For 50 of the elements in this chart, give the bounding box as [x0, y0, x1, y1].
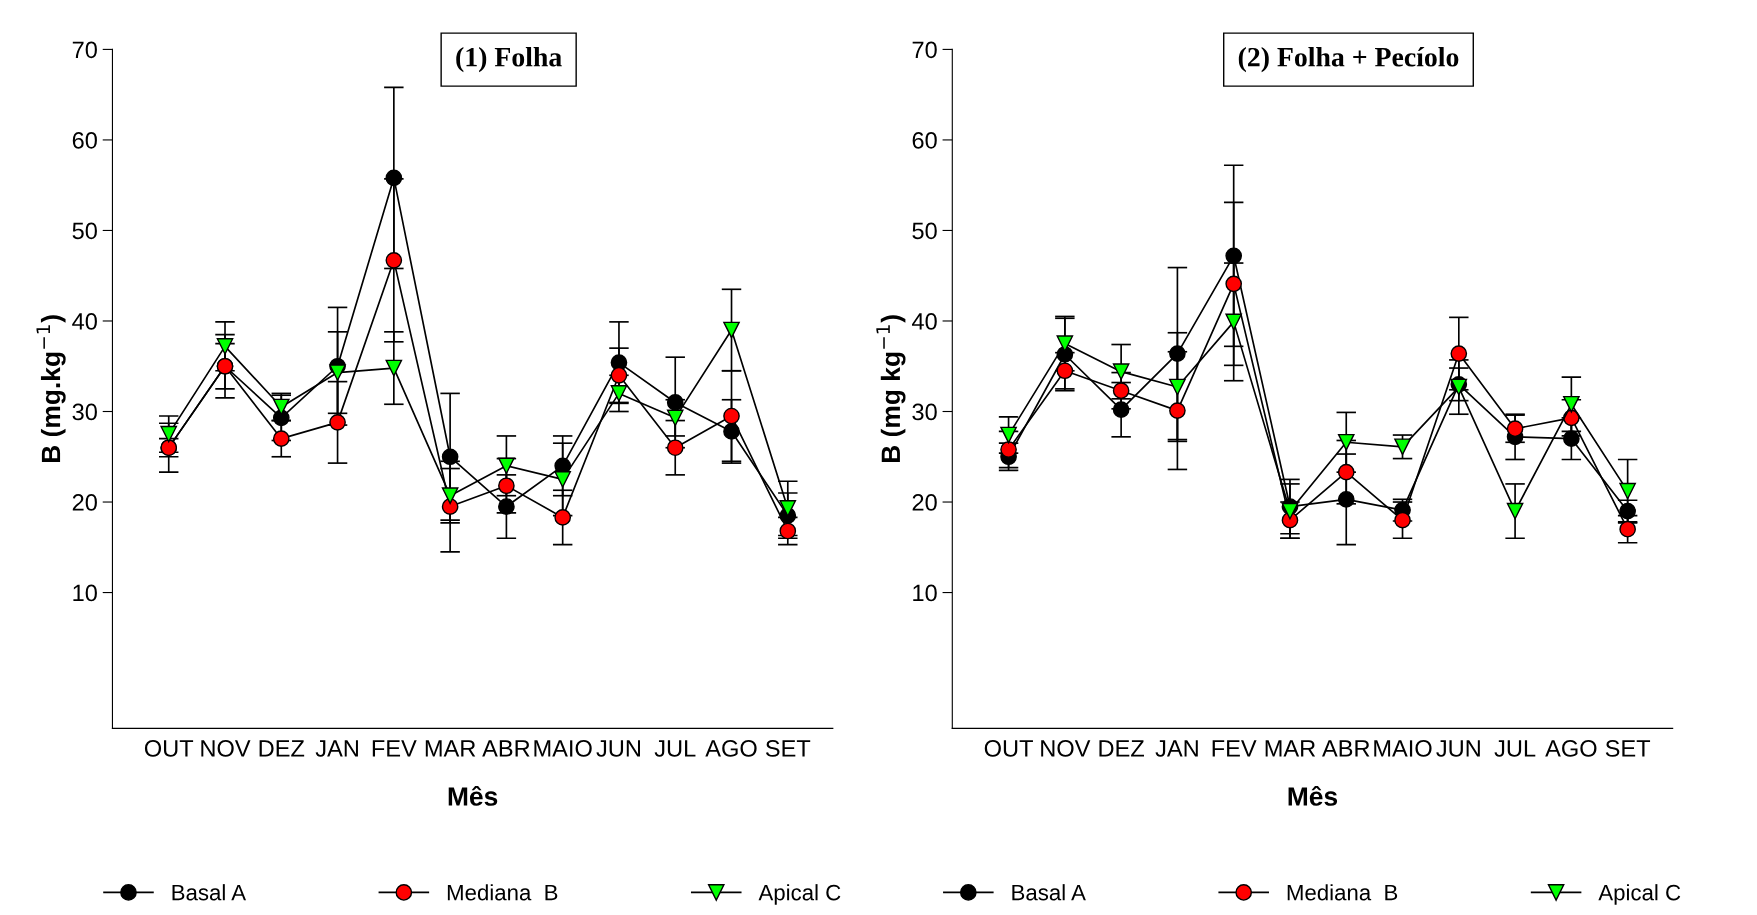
y-tick-label: 60	[912, 132, 937, 149]
y-tick-label: 20	[912, 494, 937, 511]
legend-label: Mediana B	[447, 884, 558, 901]
y-tick-label: 40	[911, 313, 937, 330]
legend-label: Basal A	[1012, 884, 1086, 901]
y-axis-title: B (mg.kg$^{−1}$)	[36, 315, 66, 463]
x-tick-label: MAR	[1265, 740, 1316, 757]
x-tick-label: DEZ	[259, 740, 305, 757]
x-tick-label: FEV	[1212, 740, 1257, 757]
x-tick-label: MAIO	[1374, 740, 1432, 757]
chart-title: (1) Folha	[456, 47, 562, 73]
x-tick-label: ABR	[1322, 740, 1370, 757]
chart-title: (2) Folha + Pecíolo	[1238, 46, 1459, 73]
x-tick-label: SET	[1605, 740, 1651, 757]
x-tick-label: ABR	[482, 740, 530, 757]
x-tick-label: JAN	[315, 740, 358, 757]
x-tick-label: FEV	[372, 740, 417, 757]
x-tick-label: JUL	[1494, 740, 1536, 757]
y-axis-title: B (mg kg$^{−1}$)	[876, 315, 906, 463]
x-tick-label: JUN	[596, 740, 640, 757]
y-tick-label: 70	[72, 41, 97, 59]
y-tick-label: 50	[72, 222, 97, 240]
x-tick-label: JUL	[654, 740, 696, 757]
x-tick-label: JUN	[1436, 740, 1480, 757]
legend-label: Mediana B	[1287, 884, 1398, 901]
x-tick-label: MAR	[425, 740, 476, 757]
y-tick-label: 50	[912, 222, 937, 240]
y-tick-label: 60	[72, 132, 97, 149]
x-axis-title: Mês	[1288, 785, 1338, 806]
x-axis-title: Mês	[448, 785, 498, 806]
y-tick-label: 30	[912, 403, 937, 421]
y-tick-label: 10	[73, 584, 97, 602]
y-tick-label: 10	[913, 584, 937, 602]
x-tick-label: DEZ	[1099, 740, 1144, 757]
x-tick-label: AGO	[705, 740, 757, 757]
legend-label: Basal A	[172, 884, 247, 901]
y-tick-label: 40	[72, 313, 97, 330]
x-tick-label: AGO	[1545, 740, 1597, 757]
y-tick-label: 70	[912, 41, 937, 59]
x-tick-label: JAN	[1155, 740, 1198, 757]
legend-label: Apical C	[1598, 884, 1681, 905]
x-tick-label: MAIO	[534, 740, 592, 757]
y-tick-label: 20	[72, 494, 97, 511]
x-tick-label: NOV	[201, 740, 251, 757]
x-tick-label: OUT	[984, 740, 1033, 757]
y-tick-label: 30	[72, 403, 97, 421]
x-tick-label: SET	[765, 740, 811, 757]
x-tick-label: OUT	[144, 740, 194, 757]
legend-label: Apical C	[758, 884, 841, 905]
x-tick-label: NOV	[1041, 740, 1091, 757]
